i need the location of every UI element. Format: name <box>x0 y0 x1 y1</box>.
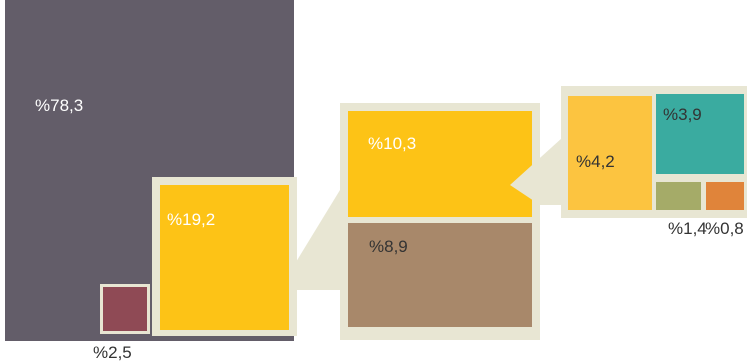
tile-3-9 <box>656 94 744 174</box>
label-10-3: %10,3 <box>368 134 416 153</box>
label-1-4: %1,4 <box>668 219 707 238</box>
label-3-9: %3,9 <box>663 105 702 124</box>
connector-2 <box>510 138 562 205</box>
tile-19-2 <box>160 185 289 330</box>
tile-8-9 <box>348 223 532 327</box>
label-0-8: %0,8 <box>705 219 744 238</box>
label-8-9: %8,9 <box>369 237 408 256</box>
label-78-3: %78,3 <box>35 96 83 115</box>
tile-10-3 <box>348 111 532 217</box>
tile-4-2 <box>568 96 652 210</box>
label-19-2: %19,2 <box>167 210 215 229</box>
label-4-2: %4,2 <box>576 152 615 171</box>
tile-2-5 <box>103 287 147 331</box>
label-2-5: %2,5 <box>93 343 132 362</box>
tile-1-4 <box>656 182 701 210</box>
connector-1 <box>296 190 340 290</box>
tile-0-8 <box>706 182 744 210</box>
